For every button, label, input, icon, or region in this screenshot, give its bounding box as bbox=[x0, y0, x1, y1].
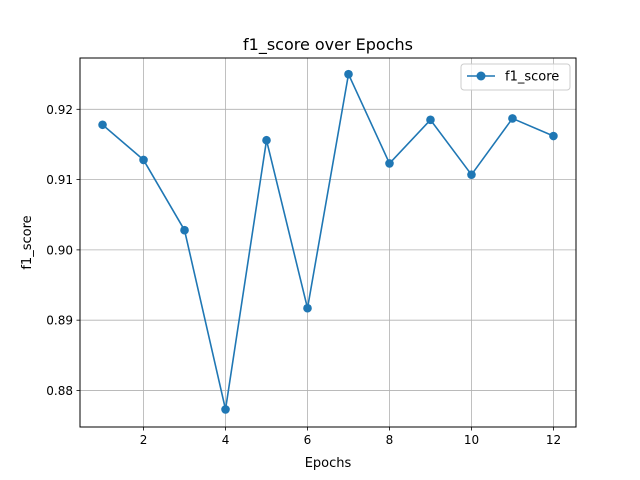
data-point bbox=[385, 159, 394, 168]
legend-marker-swatch bbox=[476, 71, 486, 81]
data-point bbox=[221, 405, 230, 414]
x-tick-label: 8 bbox=[386, 433, 394, 447]
chart-title: f1_score over Epochs bbox=[243, 35, 413, 55]
legend-entry-f1-score: f1_score bbox=[505, 70, 559, 85]
grid bbox=[80, 58, 576, 427]
y-tick-label: 0.89 bbox=[46, 314, 73, 328]
data-point bbox=[139, 155, 148, 165]
axes-ticks: 2 4 6 8 10 12 0.88 0.89 0.90 0.91 0.92 bbox=[46, 103, 561, 447]
x-tick-label: 12 bbox=[546, 433, 561, 447]
y-tick-label: 0.88 bbox=[46, 384, 73, 398]
data-point bbox=[549, 131, 558, 141]
legend-box bbox=[460, 63, 571, 91]
series-line bbox=[102, 73, 554, 411]
x-tick-label: 10 bbox=[464, 433, 479, 447]
data-point bbox=[98, 120, 107, 130]
data-point bbox=[508, 114, 517, 123]
x-tick-label: 6 bbox=[304, 433, 312, 447]
data-point bbox=[262, 135, 271, 145]
y-tick-label: 0.92 bbox=[46, 103, 73, 117]
x-tick-label: 4 bbox=[222, 433, 230, 447]
plot-frame bbox=[79, 57, 577, 428]
y-tick-label: 0.91 bbox=[46, 173, 73, 187]
data-point bbox=[303, 303, 312, 313]
data-point bbox=[467, 170, 476, 179]
y-axis-label: f1_score bbox=[20, 215, 35, 269]
x-tick-label: 2 bbox=[140, 433, 148, 447]
x-axis-label: Epochs bbox=[305, 456, 352, 471]
legend: f1_score bbox=[460, 63, 571, 91]
data-point bbox=[180, 225, 189, 235]
y-tick-label: 0.90 bbox=[46, 243, 73, 257]
data-point bbox=[344, 69, 353, 79]
data-point bbox=[426, 115, 435, 125]
series bbox=[98, 69, 558, 414]
